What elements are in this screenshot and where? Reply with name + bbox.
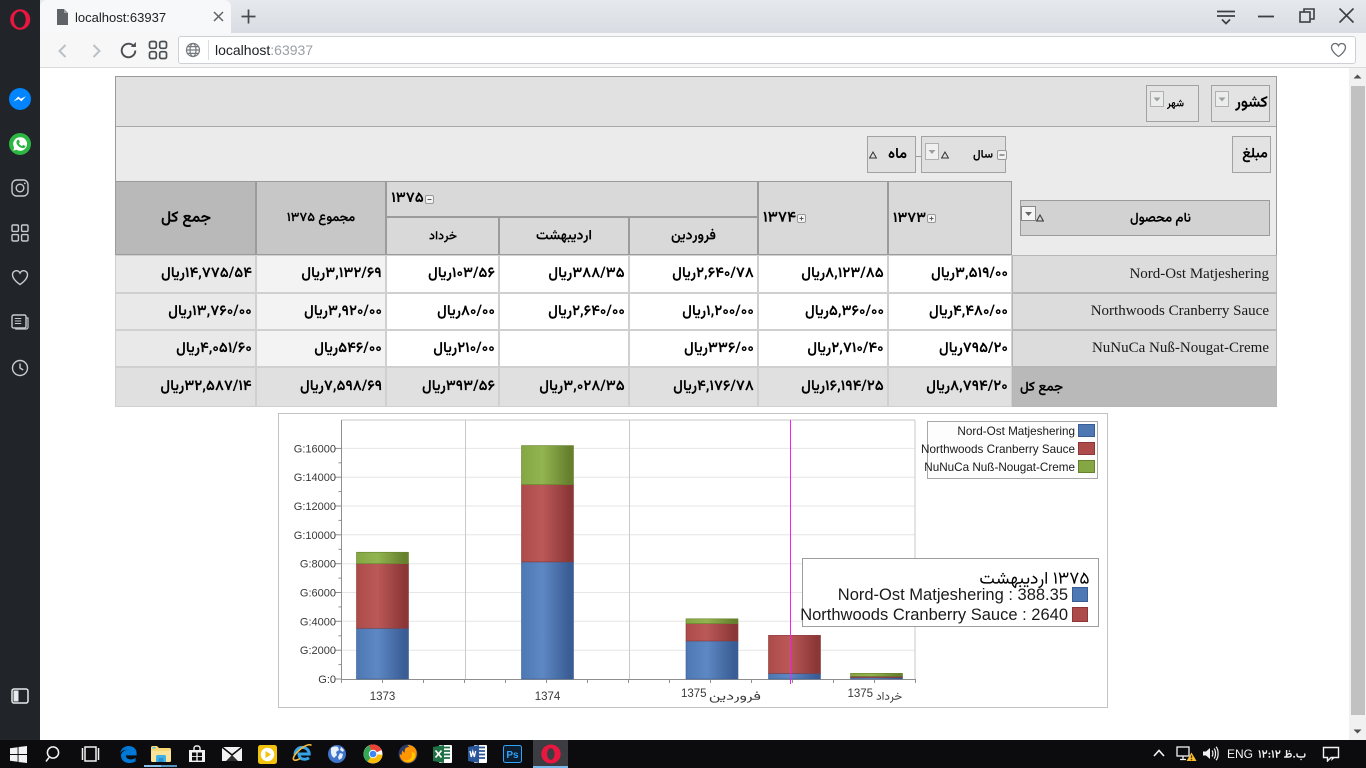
svg-text:G:2000: G:2000: [299, 645, 335, 657]
svg-text:Ps: Ps: [506, 750, 519, 761]
svg-text:G:14000: G:14000: [293, 472, 335, 484]
svg-text:G:12000: G:12000: [293, 501, 335, 513]
svg-text:G:0: G:0: [318, 674, 336, 686]
svg-text:1373: 1373: [369, 691, 395, 703]
svg-text:1374: 1374: [534, 691, 560, 703]
svg-text:G:16000: G:16000: [293, 443, 335, 455]
svg-text:G:4000: G:4000: [299, 616, 335, 628]
svg-text:G:10000: G:10000: [293, 530, 335, 542]
svg-text:G:8000: G:8000: [299, 559, 335, 571]
svg-text:G:6000: G:6000: [299, 588, 335, 600]
